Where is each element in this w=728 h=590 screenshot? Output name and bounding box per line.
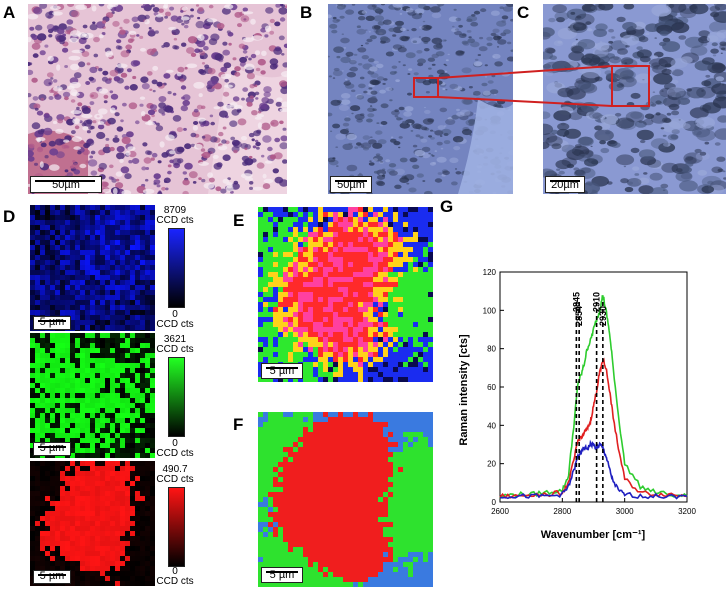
panel-label-f: F — [233, 416, 243, 433]
panel-label-g: G — [440, 198, 453, 215]
colorbar-max-unit-green: CCD cts — [155, 345, 195, 355]
colorbar-green — [168, 357, 185, 437]
cluster-map — [258, 412, 433, 587]
y-tick-label: 40 — [487, 421, 496, 430]
scale-bar-d1: 5 µm — [33, 316, 71, 330]
colorbar-min-unit-blue: CCD cts — [155, 320, 195, 330]
spectrum-series-1 — [500, 361, 687, 498]
y-tick-label: 120 — [483, 268, 497, 277]
x-tick-label: 3000 — [616, 507, 634, 516]
microscope-image-c — [543, 4, 726, 194]
raman-composite-map — [258, 207, 433, 382]
colorbar-blue — [168, 228, 185, 308]
panel-label-c: C — [517, 4, 529, 21]
histology-image — [28, 4, 287, 194]
x-axis-label: Wavenumber [cm⁻¹] — [541, 529, 646, 541]
x-tick-label: 2600 — [491, 507, 509, 516]
y-tick-label: 100 — [483, 306, 497, 315]
x-tick-label: 2800 — [553, 507, 571, 516]
raman-map-red — [30, 461, 155, 586]
scale-bar-a: 50µm — [30, 176, 102, 193]
x-tick-label: 3200 — [678, 507, 696, 516]
scale-bar-b: 50µm — [330, 176, 372, 193]
scale-bar-d3: 5 µm — [33, 570, 71, 584]
scale-bar-e: 5 µm — [261, 363, 303, 379]
colorbar-min-unit-green: CCD cts — [155, 449, 195, 459]
y-tick-label: 0 — [492, 498, 497, 507]
spectrum-series-2 — [500, 443, 687, 499]
peak-marker-label: 2930 — [598, 306, 608, 326]
raman-map-green — [30, 333, 155, 458]
colorbar-min-unit-red: CCD cts — [155, 577, 195, 587]
y-tick-label: 60 — [487, 383, 496, 392]
colorbar-red — [168, 487, 185, 567]
peak-marker-label: 2854 — [574, 306, 584, 326]
panel-label-e: E — [233, 212, 244, 229]
y-axis-label: Raman intensity [cts] — [458, 334, 470, 446]
spectrum-series-0 — [500, 296, 687, 499]
scale-bar-f: 5 µm — [261, 567, 303, 583]
scale-bar-d2: 5 µm — [33, 442, 71, 456]
panel-label-d: D — [3, 208, 15, 225]
colorbar-max-unit-blue: CCD cts — [155, 216, 195, 226]
panel-label-b: B — [300, 4, 312, 21]
colorbar-max-unit-red: CCD cts — [155, 475, 195, 485]
scale-bar-c: 20µm — [545, 176, 585, 193]
raman-map-blue — [30, 205, 155, 331]
panel-label-a: A — [3, 4, 15, 21]
y-tick-label: 80 — [487, 345, 496, 354]
microscope-image-b — [328, 4, 513, 194]
y-tick-label: 20 — [487, 460, 496, 469]
